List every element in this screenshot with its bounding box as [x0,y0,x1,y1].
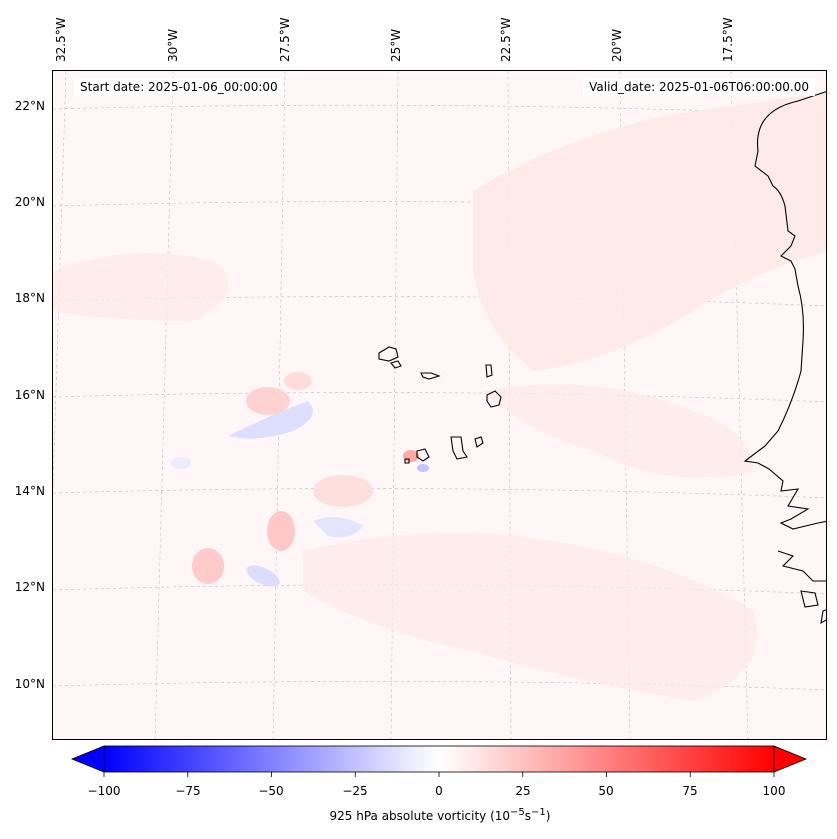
island-maio [474,436,484,448]
lon-label-32.5w: 32.5°W [54,17,68,62]
map-panel [52,70,827,740]
negative-band-1 [228,401,313,439]
colorbar-tick-minus100: −100 [87,784,121,798]
positive-core-2 [284,372,312,390]
lat-label-18n: 18°N [14,291,45,305]
lat-label-14n: 14°N [14,484,45,498]
negative-band-2 [313,517,363,538]
island-sao-nicolau [420,372,441,380]
vorticity-field [53,91,826,701]
colorbar-tick-minus75: −75 [175,784,201,798]
coastlines [378,91,826,625]
lat-gridline-14n [53,488,826,499]
positive-band-south [303,533,757,701]
positive-band-north [473,91,826,371]
colorbar-extend-low [70,745,105,773]
lon-label-30w: 30°W [166,28,180,62]
colorbar-tick-25: 25 [515,784,531,798]
positive-band-east [483,384,753,478]
lon-label-25w: 25°W [389,28,403,62]
lon-label-20w: 20°W [610,28,624,62]
colorbar-extend-high [773,745,808,773]
colorbar-tick-minus25: −25 [342,784,368,798]
lat-label-16n: 16°N [14,388,45,402]
lon-gridline-32.5w [53,71,67,496]
africa-coastline [743,91,826,530]
negative-core-3 [171,457,191,469]
lat-label-22n: 22°N [14,99,45,113]
lat-label-12n: 12°N [14,580,45,594]
lon-gridline-25w [390,71,399,739]
colorbar [70,745,808,777]
colorbar-tick-100: 100 [762,784,786,798]
island-brava [404,458,410,464]
lon-label-17.5w: 17.5°W [721,17,735,62]
positive-core-3 [267,511,295,551]
colorbar-body [103,745,775,773]
island-boa-vista [486,390,502,408]
valid-date-label: Valid_date: 2025-01-06T06:00:00.00 [583,78,815,96]
vorticity-map [53,71,826,739]
lat-label-20n: 20°N [14,195,45,209]
colorbar-label-end: ) [545,809,551,823]
island-santiago [450,436,468,460]
lat-label-10n: 10°N [14,677,45,691]
africa-coastline-south [777,550,826,582]
negative-core-2 [417,464,429,472]
positive-core-1 [246,387,290,415]
colorbar-label-exponent-2: −1 [531,807,546,818]
colorbar-tick-0: 0 [435,784,443,798]
positive-band-west [53,253,229,321]
colorbar-label: 925 hPa absolute vorticity (10−5s−1) [0,807,837,823]
positive-core-4 [192,548,224,584]
island-fogo [416,448,430,462]
island-santo-antao [378,346,399,362]
lon-label-27.5w: 27.5°W [278,17,292,62]
colorbar-label-exponent-1: −5 [510,807,525,818]
lon-label-22.5w: 22.5°W [499,17,513,62]
positive-core-5 [313,475,373,507]
lon-gridline-30w [154,71,174,739]
negative-core-1 [246,565,280,587]
colorbar-label-main: 925 hPa absolute vorticity (10 [329,809,511,823]
colorbar-label-unit: s [524,809,532,823]
colorbar-tick-marks [103,772,775,777]
colorbar-tick-50: 50 [598,784,614,798]
colorbar-tick-minus50: −50 [258,784,284,798]
lat-gridline-16n [53,392,826,403]
lon-gridline-27.5w [272,71,286,739]
start-date-label: Start date: 2025-01-06_00:00:00 [74,78,284,96]
colorbar-tick-75: 75 [682,784,698,798]
africa-islands-south [800,590,826,625]
island-sao-vicente [390,360,402,369]
island-sal [485,364,493,378]
